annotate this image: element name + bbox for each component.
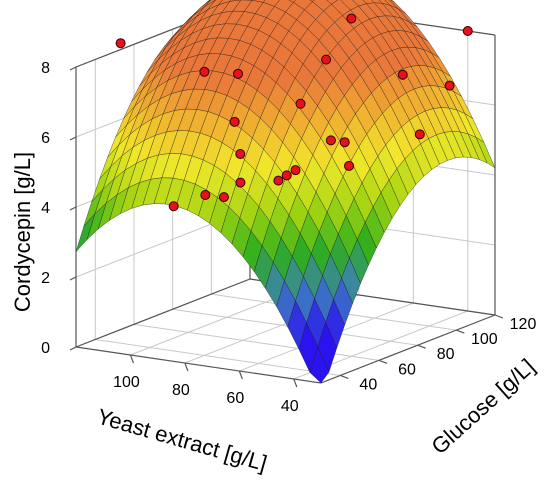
data-point bbox=[235, 149, 246, 159]
y-tick-mark bbox=[340, 374, 349, 380]
x-tick-mark bbox=[129, 354, 135, 364]
floor-gridline-y bbox=[133, 323, 380, 361]
y-tick-label: 60 bbox=[398, 361, 416, 378]
z-tick-mark bbox=[69, 206, 77, 211]
x-axis-title: Yeast extract [g/L] bbox=[94, 404, 269, 476]
data-point bbox=[199, 66, 210, 77]
data-point bbox=[346, 13, 357, 24]
data-point bbox=[229, 116, 240, 127]
z-tick-mark bbox=[69, 346, 77, 351]
data-point bbox=[218, 192, 229, 203]
data-point bbox=[321, 54, 332, 65]
z-tick-mark bbox=[69, 66, 77, 71]
y-tick-mark bbox=[494, 314, 504, 319]
data-point bbox=[200, 190, 211, 201]
y-tick-mark bbox=[417, 344, 426, 349]
data-point bbox=[414, 129, 425, 140]
data-point bbox=[290, 165, 301, 176]
observed-points bbox=[115, 13, 473, 212]
data-point bbox=[168, 201, 179, 212]
x-tick-mark bbox=[293, 378, 298, 388]
y-tick-label: 40 bbox=[359, 376, 377, 393]
surface-patch bbox=[309, 345, 330, 384]
x-tick-label: 80 bbox=[172, 382, 190, 399]
x-tick-label: 40 bbox=[281, 398, 299, 415]
x-tick-label: 100 bbox=[113, 374, 140, 391]
z-axis-title: Cordycepin [g/L] bbox=[10, 152, 35, 312]
box-edge bbox=[320, 314, 496, 384]
box-edge bbox=[75, 278, 251, 348]
y-tick-mark bbox=[456, 329, 465, 334]
x-tick-mark bbox=[184, 362, 189, 372]
data-point bbox=[444, 80, 455, 91]
tick-labels: 0 2 4 6 8 40 60 80 100 40 60 80 100 120 bbox=[41, 60, 536, 415]
data-point bbox=[281, 170, 292, 181]
data-point bbox=[233, 68, 243, 79]
data-point bbox=[273, 175, 284, 186]
data-point bbox=[295, 98, 306, 109]
z-tick-label: 6 bbox=[41, 130, 50, 147]
data-point bbox=[344, 160, 355, 171]
x-tick-mark bbox=[238, 370, 243, 380]
data-point bbox=[325, 135, 336, 146]
z-tick-label: 4 bbox=[41, 200, 50, 217]
y-tick-label: 100 bbox=[471, 331, 498, 348]
data-point bbox=[115, 38, 126, 49]
z-tick-mark bbox=[69, 136, 77, 141]
y-axis-title: Glucose [g/L] bbox=[426, 354, 539, 459]
y-tick-label: 80 bbox=[437, 346, 455, 363]
floor-gridline-y bbox=[95, 338, 341, 376]
z-tick-label: 0 bbox=[41, 340, 50, 357]
z-tick-label: 8 bbox=[41, 60, 50, 77]
surface-patch bbox=[309, 0, 315, 3]
z-tick-label: 2 bbox=[41, 270, 50, 287]
y-tick-label: 120 bbox=[510, 316, 537, 333]
x-tick-label: 60 bbox=[226, 390, 244, 407]
y-tick-mark bbox=[378, 359, 388, 364]
data-point bbox=[397, 69, 408, 80]
z-tick-mark bbox=[69, 276, 77, 281]
data-point bbox=[235, 177, 246, 188]
data-point bbox=[462, 26, 473, 36]
response-surface bbox=[75, 0, 496, 384]
data-point bbox=[339, 137, 350, 148]
box-edge bbox=[75, 346, 322, 384]
